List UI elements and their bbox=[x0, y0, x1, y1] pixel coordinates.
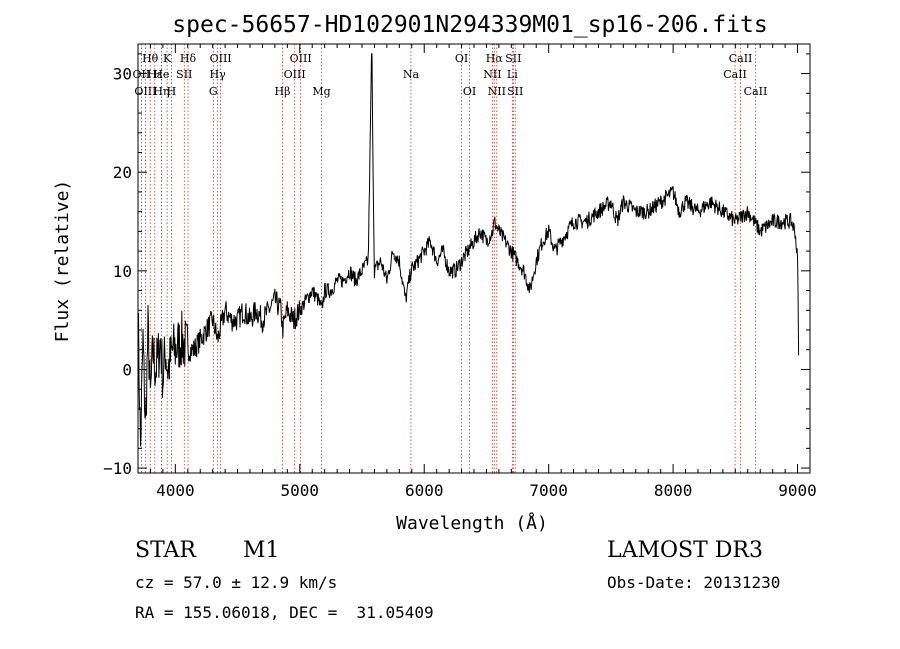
spectral-line-label: NII bbox=[488, 85, 506, 98]
spectral-line-label: CaII bbox=[723, 68, 747, 81]
spectral-line-label: SII bbox=[505, 52, 521, 65]
y-tick-label: −10 bbox=[103, 459, 132, 478]
plot-frame bbox=[138, 44, 810, 473]
x-tick-label: 7000 bbox=[529, 481, 568, 500]
spectral-line-label: Hβ bbox=[275, 85, 291, 98]
x-axis-label: Wavelength (Å) bbox=[396, 512, 548, 534]
x-tick-label: 4000 bbox=[156, 481, 195, 500]
spectral-line-label: H bbox=[167, 85, 177, 98]
spectral-line-label: Hα bbox=[486, 52, 504, 65]
x-tick-label: 9000 bbox=[778, 481, 817, 500]
spectral-line-label: OIII bbox=[284, 68, 306, 81]
survey-name: LAMOST DR3 bbox=[607, 538, 763, 563]
spectral-line-label: He bbox=[153, 68, 169, 81]
spectral-line-label: K bbox=[163, 52, 172, 65]
spectral-line-label: Li bbox=[507, 68, 518, 81]
spectral-line-label: G bbox=[209, 85, 218, 98]
spectrum-series bbox=[138, 54, 799, 447]
chart-title: spec-56657-HD102901N294339M01_sp16-206.f… bbox=[172, 12, 767, 38]
redshift-cz: cz = 57.0 ± 12.9 km/s bbox=[135, 573, 337, 592]
spectral-line-label: OIII bbox=[290, 52, 312, 65]
spectral-line-label: CaII bbox=[744, 85, 768, 98]
axes: 4000 5000 6000 7000 8000 9000 −10 0 10 20 30 bbox=[103, 44, 817, 500]
y-tick-label: 20 bbox=[113, 163, 132, 182]
y-tick-label: 10 bbox=[113, 262, 132, 281]
spectral-line-label: NII bbox=[483, 68, 501, 81]
spectrum-line bbox=[138, 54, 799, 447]
spectral-line-label: Mg bbox=[312, 85, 330, 98]
spectral-line-label: Hγ bbox=[210, 68, 227, 81]
object-class: STAR bbox=[135, 538, 196, 563]
spectral-line-label: OI bbox=[463, 85, 476, 98]
y-axis-label: Flux (relative) bbox=[52, 180, 73, 343]
object-subclass: M1 bbox=[243, 538, 280, 563]
observation-date: Obs-Date: 20131230 bbox=[607, 573, 780, 592]
coordinates: RA = 155.06018, DEC = 31.05409 bbox=[135, 603, 434, 622]
x-tick-label: 5000 bbox=[281, 481, 320, 500]
spectral-line-label: SII bbox=[507, 85, 523, 98]
spectral-line-label: OI bbox=[455, 52, 468, 65]
spectral-line-label: Hθ bbox=[142, 52, 159, 65]
spectral-line-label: Hδ bbox=[180, 52, 197, 65]
y-tick-label: 30 bbox=[113, 65, 132, 84]
x-tick-label: 6000 bbox=[405, 481, 444, 500]
spectral-line-label: CaII bbox=[729, 52, 753, 65]
x-tick-label: 8000 bbox=[654, 481, 693, 500]
y-tick-label: 0 bbox=[122, 360, 132, 379]
spectral-line-label: SII bbox=[176, 68, 192, 81]
spectral-line-label: Na bbox=[403, 68, 420, 81]
